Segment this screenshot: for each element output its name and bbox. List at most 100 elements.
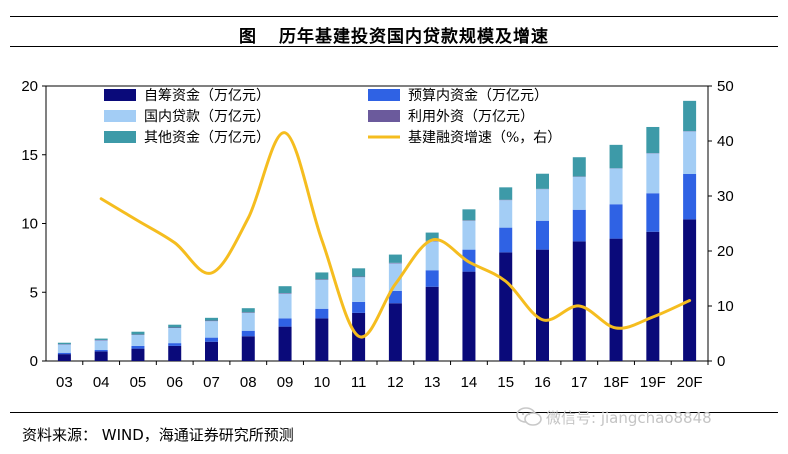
legend-swatch-budget	[368, 89, 400, 101]
bar-self_funded	[168, 345, 182, 361]
bar-other	[241, 308, 255, 313]
bar-self_funded	[499, 252, 513, 361]
legend-label-budget: 预算内资金（万亿元）	[408, 88, 548, 104]
x-tick-label: 10	[313, 374, 330, 391]
bar-domestic_loan	[646, 153, 660, 194]
bar-domestic_loan	[462, 220, 476, 250]
legend-label-growth_line: 基建融资增速（%，右）	[408, 129, 561, 146]
bar-self_funded	[278, 326, 292, 361]
x-tick-label: 13	[424, 374, 441, 391]
bar-other	[536, 173, 549, 189]
bar-other	[572, 157, 586, 177]
bar-budget	[609, 204, 623, 239]
bar-budget	[205, 337, 218, 342]
x-tick-label: 12	[387, 374, 404, 391]
bar-budget	[131, 345, 145, 349]
bar-domestic_loan	[241, 312, 255, 331]
bar-budget	[646, 193, 660, 232]
bar-other	[131, 331, 145, 335]
x-tick-label: 05	[130, 374, 147, 391]
bar-self_funded	[388, 303, 402, 361]
bar-other	[462, 209, 476, 221]
bar-foreign	[315, 279, 329, 280]
legend-label-other: 其他资金（万亿元）	[144, 130, 270, 146]
y-right-tick-label: 50	[717, 78, 734, 95]
bar-domestic_loan	[609, 168, 623, 205]
y-right-tick-label: 30	[717, 188, 734, 205]
x-tick-label: 09	[277, 374, 294, 391]
bar-domestic_loan	[388, 263, 402, 291]
bar-other	[168, 324, 182, 328]
bar-other	[609, 144, 623, 169]
y-left-tick-label: 0	[30, 353, 38, 370]
figure-title: 历年基建投资国内贷款规模及增速	[279, 27, 549, 47]
bar-foreign	[278, 293, 292, 294]
bar-foreign	[205, 320, 218, 322]
bar-domestic_loan	[94, 340, 108, 350]
bar-domestic_loan	[352, 277, 366, 302]
x-tick-label: 06	[166, 374, 183, 391]
growth-line	[99, 131, 692, 339]
x-tick-label: 16	[534, 374, 551, 391]
bar-other	[205, 317, 218, 321]
bar-self_funded	[205, 341, 218, 361]
bar-other	[499, 187, 513, 200]
bar-foreign	[352, 276, 366, 278]
bar-other	[57, 342, 71, 345]
y-right-tick-label: 10	[717, 298, 734, 315]
bar-budget	[278, 318, 292, 327]
legend-label-domestic_loan: 国内贷款（万亿元）	[144, 109, 270, 125]
x-tick-label: 17	[571, 374, 588, 391]
y-left-tick-label: 15	[21, 147, 38, 164]
y-left-tick-label: 20	[21, 78, 38, 95]
bar-budget	[388, 290, 402, 304]
bar-other	[646, 126, 660, 154]
y-right-tick-label: 40	[717, 133, 734, 150]
wechat-icon	[516, 407, 542, 427]
bar-domestic_loan	[499, 200, 513, 228]
bar-self_funded	[536, 249, 549, 361]
bar-other	[425, 232, 439, 241]
bar-domestic_loan	[57, 344, 71, 353]
figure-label: 图	[239, 27, 257, 47]
bar-budget	[315, 308, 329, 319]
bar-self_funded	[94, 351, 108, 361]
bar-domestic_loan	[278, 293, 292, 319]
y-right-tick-label: 0	[717, 353, 725, 370]
bar-foreign	[388, 262, 402, 264]
bar-other	[388, 254, 402, 263]
bar-budget	[425, 270, 439, 287]
bar-other	[315, 272, 329, 280]
y-left-tick-label: 10	[21, 216, 38, 233]
legend-swatch-self_funded	[104, 89, 136, 101]
footer-rule	[10, 412, 778, 413]
x-tick-label: 20F	[677, 374, 703, 391]
bar-domestic_loan	[425, 241, 439, 271]
y-right-tick-label: 20	[717, 243, 734, 260]
bar-budget	[683, 174, 697, 220]
bar-self_funded	[572, 241, 586, 361]
bar-foreign	[168, 327, 182, 328]
bar-other	[352, 268, 366, 277]
bar-self_funded	[57, 354, 71, 361]
y-left-tick-label: 5	[30, 284, 38, 301]
bar-self_funded	[131, 348, 145, 361]
bar-self_funded	[425, 286, 439, 361]
title-rule-bottom	[10, 46, 778, 47]
bar-other	[94, 338, 108, 340]
bar-domestic_loan	[168, 328, 182, 344]
bar-budget	[168, 343, 182, 346]
bar-budget	[352, 301, 366, 313]
x-tick-label: 15	[497, 374, 514, 391]
bar-budget	[536, 220, 549, 250]
legend-swatch-other	[104, 131, 136, 143]
x-tick-label: 07	[203, 374, 220, 391]
bar-budget	[94, 350, 108, 352]
bar-domestic_loan	[536, 189, 549, 221]
bar-foreign	[241, 312, 255, 313]
x-tick-label: 03	[56, 374, 73, 391]
title-rule-top	[10, 16, 778, 17]
bar-domestic_loan	[683, 131, 697, 174]
bar-domestic_loan	[131, 334, 145, 346]
x-tick-label: 08	[240, 374, 257, 391]
